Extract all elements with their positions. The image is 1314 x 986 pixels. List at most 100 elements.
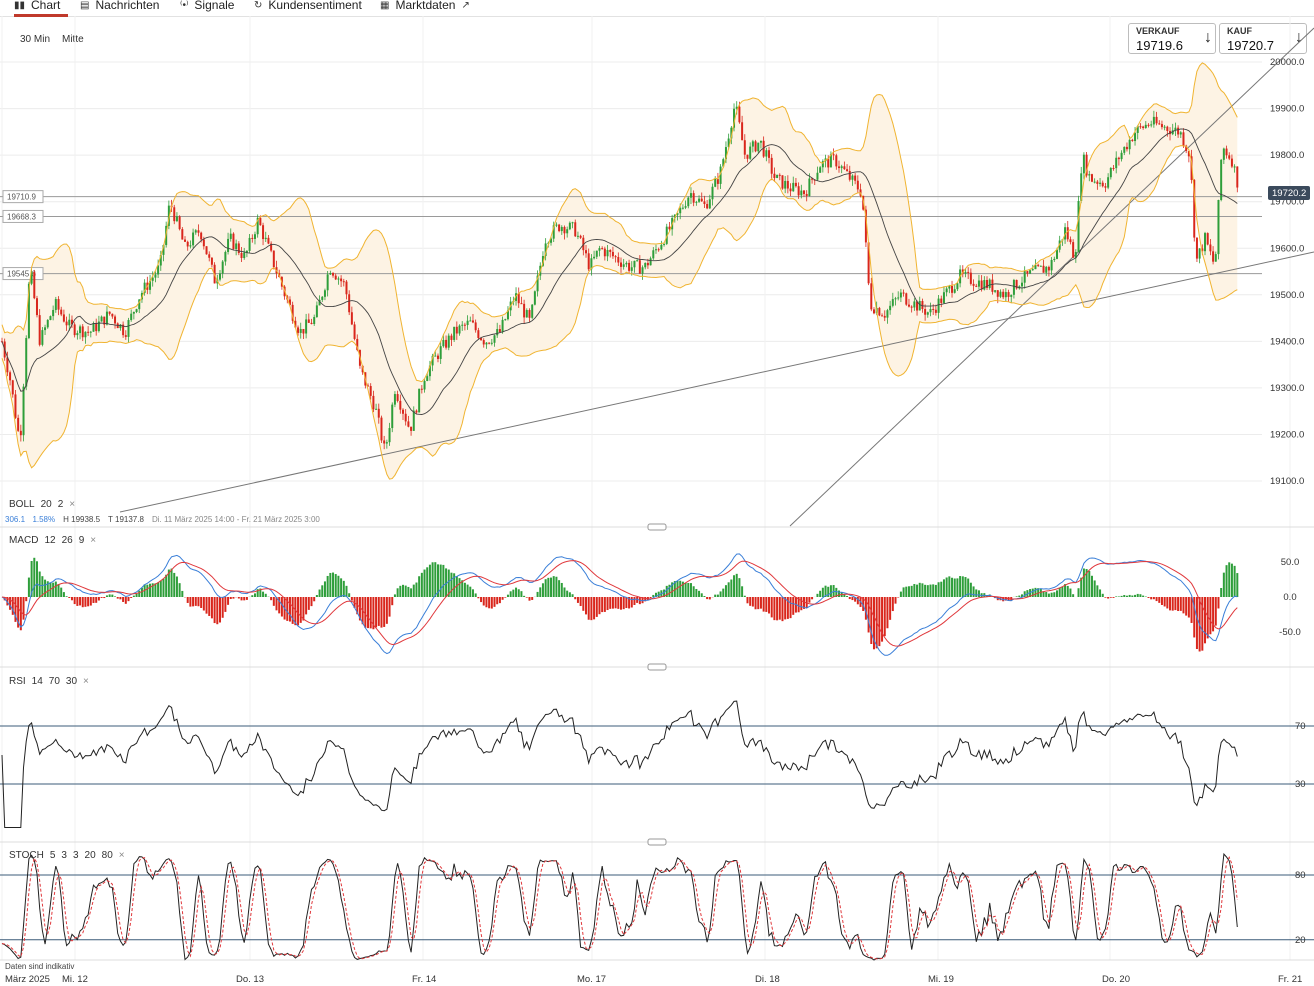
macd-histogram-bar [501, 597, 504, 600]
candle-body [447, 335, 450, 348]
candle-body [208, 254, 211, 258]
macd-histogram-bar [1066, 585, 1069, 597]
macd-histogram-bar [60, 587, 63, 597]
macd-histogram-bar [722, 588, 725, 597]
candle-body [482, 340, 485, 345]
candle-body [367, 385, 370, 387]
candle-body [396, 394, 399, 401]
macd-histogram-bar [716, 594, 719, 597]
pane-resize-handle[interactable] [647, 523, 667, 531]
x-tick-label: Fr. 14 [412, 974, 436, 985]
macd-histogram-bar [628, 597, 631, 609]
pane-resize-handle[interactable] [647, 838, 667, 846]
tab-chart[interactable]: ▮▮ Chart [14, 0, 68, 17]
stoch-legend[interactable]: STOCH 5 3 3 20 80 × [9, 850, 125, 861]
macd-histogram-bar [1152, 597, 1155, 600]
candle-body [310, 322, 313, 324]
macd-histogram-bar [757, 597, 760, 610]
candle-body [1230, 158, 1233, 167]
candle-body [660, 244, 663, 250]
candle-body [733, 108, 736, 128]
macd-histogram-bar [428, 564, 431, 597]
macd-histogram-bar [676, 580, 679, 597]
candle-body [620, 262, 622, 267]
candle-body [493, 335, 496, 343]
macd-histogram-bar [356, 597, 359, 615]
macd-histogram-bar [178, 583, 181, 597]
macd-histogram-bar [1031, 588, 1034, 597]
macd-histogram-bar [506, 594, 509, 597]
candle-body [46, 319, 49, 328]
trendline-steep[interactable] [789, 27, 1314, 527]
sell-quote-button[interactable]: VERKAUF 19719.6 ↓ [1128, 23, 1216, 54]
macd-histogram-bar [455, 576, 458, 597]
interval-selector[interactable]: 30 Min [20, 34, 51, 45]
macd-histogram-bar [461, 580, 464, 597]
candle-body [657, 249, 660, 251]
macd-histogram-bar [288, 597, 291, 622]
macd-histogram-bar [921, 583, 924, 597]
candle-body [410, 426, 413, 431]
candle-body [463, 324, 466, 326]
candle-body [428, 365, 431, 377]
candle-body [488, 342, 491, 344]
candle-body [1139, 126, 1142, 128]
candle-body [541, 256, 544, 266]
stoch-k-line [1, 852, 1238, 961]
sell-label: VERKAUF [1136, 26, 1180, 36]
macd-histogram-bar [692, 586, 695, 597]
candle-body [192, 232, 195, 246]
pane-resize-handle[interactable] [647, 663, 667, 671]
macd-histogram-bar [1182, 597, 1185, 614]
candle-body [1077, 201, 1080, 252]
candle-body [477, 330, 480, 339]
candle-body [1072, 242, 1075, 258]
candle-body [70, 319, 73, 325]
candle-body [800, 190, 803, 196]
tab-kundensentiment[interactable]: ↻ Kundensentiment [254, 0, 362, 12]
price-mode-selector[interactable]: Mitte [62, 34, 84, 45]
macd-histogram-bar [762, 597, 765, 612]
calendar-icon: ▦ [380, 0, 390, 11]
macd-histogram-bar [103, 597, 106, 599]
candle-body [132, 311, 135, 314]
macd-histogram-bar [515, 587, 518, 597]
macd-histogram-bar [768, 597, 771, 614]
macd-histogram-bar [151, 583, 154, 597]
level-label: 19668.3 [7, 212, 36, 221]
candle-body [453, 326, 456, 340]
candle-body [816, 172, 819, 180]
macd-histogram-bar [792, 597, 795, 615]
candle-body [711, 186, 714, 200]
macd-histogram-bar [808, 597, 811, 603]
candle-body [329, 273, 332, 275]
macd-histogram-bar [749, 597, 752, 606]
tab-signale[interactable]: ⁽•⁾ Signale [180, 0, 235, 12]
candle-body [735, 106, 738, 109]
boll-legend[interactable]: BOLL 20 2 × [9, 499, 75, 510]
macd-pane [1, 553, 1239, 656]
candle-body [380, 417, 383, 441]
macd-histogram-bar [175, 576, 178, 597]
rsi-legend[interactable]: RSI 14 70 30 × [9, 676, 89, 687]
tab-marktdaten[interactable]: ▦ Marktdaten ↗ [380, 0, 470, 12]
macd-histogram-bar [286, 597, 289, 621]
macd-histogram-bar [135, 593, 138, 597]
candle-body [356, 338, 359, 351]
candle-body [899, 292, 902, 298]
macd-histogram-bar [159, 580, 162, 597]
candle-body [854, 175, 857, 181]
macd-legend[interactable]: MACD 12 26 9 × [9, 535, 96, 546]
x-axis: März 2025 Mi. 12 Do. 13 Fr. 14 Mo. 17 Di. 18 M… [5, 974, 1302, 985]
trendline-long[interactable] [119, 251, 1314, 513]
candle-body [1029, 270, 1032, 274]
candle-body [609, 250, 612, 252]
tab-nachrichten[interactable]: ▤ Nachrichten [80, 0, 160, 12]
macd-histogram-bar [358, 597, 361, 621]
macd-histogram-bar [256, 589, 259, 597]
candle-body [593, 256, 596, 259]
macd-histogram-bar [951, 577, 954, 597]
macd-histogram-bar [797, 597, 800, 613]
macd-histogram-bar [609, 597, 612, 609]
